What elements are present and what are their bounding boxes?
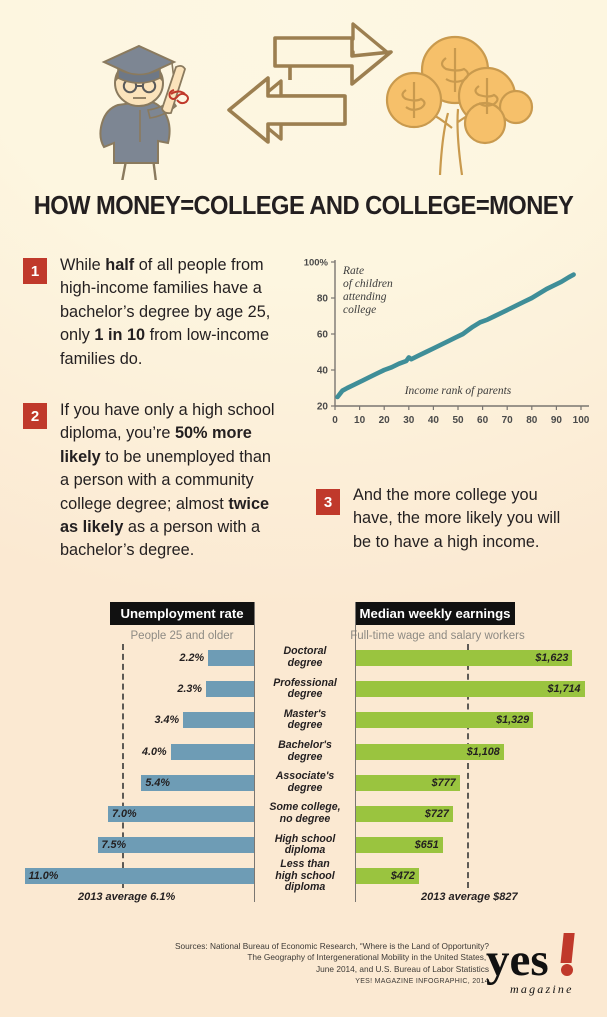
line-series [335,272,576,400]
y-axis-label: Rate [342,265,364,277]
x-tick-label: 90 [551,415,563,426]
y-tick-label: 80 [317,294,329,305]
arrow-right-icon [273,36,393,86]
earnings-bar [356,868,419,885]
unemployment-bar [107,806,254,822]
y-tick-label: 40 [317,366,329,377]
unemployment-bar [183,712,254,729]
x-tick-label: 70 [502,415,514,426]
block-text-2: If you have only a high school diploma, … [60,401,275,560]
unemployment-bar [170,743,254,760]
bar-category-label: Professional degree [273,676,337,701]
money-tree-icon [385,35,534,176]
block-text-1: While half of all people from high-incom… [60,256,271,368]
unemployment-panel-title: Unemployment rate [110,602,254,625]
x-tick-label: 30 [403,415,415,426]
unemployment-bar [206,681,254,698]
header-illustration [0,10,607,183]
logo-word: yes [486,934,549,986]
earnings-bar-value: $651 [414,839,439,852]
earnings-bar [356,774,460,791]
y-tick-label: 60 [317,330,329,341]
earnings-bar [356,743,504,760]
unemployment-bar-value: 5.4% [145,776,170,789]
unemployment-bar [97,837,254,854]
earnings-reference-line [467,644,469,888]
unemployment-bar-value: 3.4% [154,714,180,727]
earnings-panel-subtitle: Full-time wage and salary workers [350,630,525,642]
y-axis-label: college [343,304,376,316]
block-text-3: And the more college you have, the more … [353,486,561,551]
earnings-bar [356,837,443,854]
yes-magazine-logo: yes magazine [484,930,594,1000]
unemployment-bar-value: 4.0% [141,745,167,758]
bar-category-label: Master's degree [283,707,327,732]
earnings-bar-value: $1,329 [496,714,530,727]
arrow-left-icon [227,76,347,144]
earnings-bar-value: $1,714 [547,683,581,696]
logo-bang-dot [561,964,573,976]
unemployment-bar-value: 11.0% [28,870,59,883]
x-tick-label: 40 [428,415,440,426]
logo-bang-bar [560,933,575,963]
unemployment-panel-subtitle: People 25 and older [130,630,234,642]
unemployment-bar-value: 2.3% [177,683,203,696]
unemployment-average-label: 2013 average 6.1% [78,891,176,903]
bar-category-label: Some college, no degree [269,801,341,825]
unemployment-axis [254,602,255,902]
y-axis-label: attending [343,291,387,303]
earnings-bar-value: $472 [390,870,415,883]
unemployment-bar-value: 7.5% [101,839,127,852]
block-number-2: 2 [23,403,47,429]
bar-category-label: Doctoral degree [283,645,327,669]
earnings-bar [356,806,453,822]
sources-text: Sources: National Bureau of Economic Res… [174,941,489,974]
credit-text: YES! MAGAZINE INFOGRAPHIC, 2014 [355,978,489,985]
earnings-axis [355,602,356,902]
x-tick-label: 20 [379,415,391,426]
bar-category-label: Associate's degree [275,770,335,794]
x-tick-label: 10 [354,415,366,426]
unemployment-bar-value: 7.0% [111,808,137,820]
x-tick-label: 50 [452,415,464,426]
block-number-3: 3 [316,489,340,515]
earnings-bar-value: $1,623 [535,652,569,664]
earnings-panel-title: Median weekly earnings [355,602,515,625]
bar-category-label: Less than high school diploma [275,858,335,894]
y-axis-label: of children [343,278,393,290]
earnings-bar [356,712,534,729]
earnings-bar [356,650,573,666]
y-tick-label: 20 [317,402,329,413]
line-chart-rate-of-children-attending-college: 100% 80 60 40 20 0 10 20 30 40 50 60 70 80 90 100 Rate of… [293,248,593,438]
unemployment-reference-line [122,644,124,888]
x-tick-label: 80 [526,415,538,426]
x-tick-label: 100 [573,415,590,426]
x-axis-label: Income rank of parents [404,385,512,397]
block-number-1: 1 [23,258,47,284]
bar-category-label: Bachelor's degree [278,739,332,763]
logo-sub: magazine [510,982,574,996]
page-title: HOW MONEY=COLLEGE AND COLLEGE=MONEY [33,192,574,220]
bar-category-label: High school diploma [274,832,336,857]
earnings-bar-value: $777 [431,776,456,789]
x-tick-label: 60 [477,415,489,426]
y-tick-label: 100% [304,258,329,269]
earnings-average-label: 2013 average $827 [421,891,518,903]
unemployment-bar-value: 2.2% [179,652,205,664]
earnings-bar [356,681,585,698]
unemployment-bar [24,868,254,885]
earnings-bar-value: $1,108 [466,745,500,758]
unemployment-bar [208,650,254,666]
earnings-bar-value: $727 [424,808,449,820]
unemployment-bar [141,774,254,791]
graduate-student-icon [99,44,189,183]
x-tick-label: 0 [332,415,338,426]
